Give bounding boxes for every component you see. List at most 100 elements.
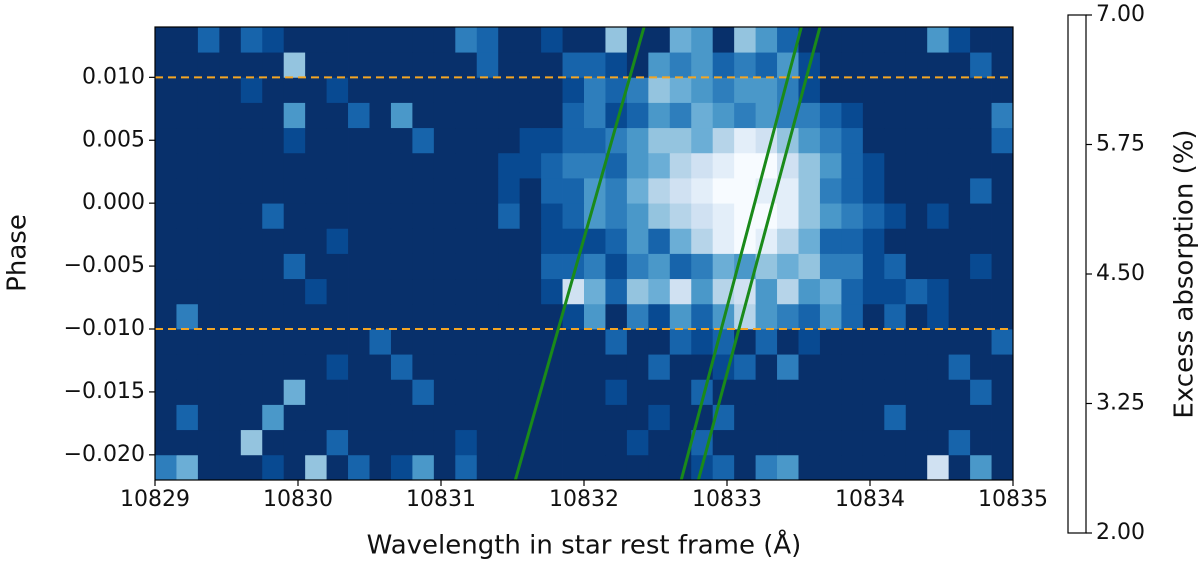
heatmap-cell [648, 404, 671, 431]
heatmap-cell [691, 102, 714, 129]
heatmap-cell [283, 379, 306, 405]
heatmap-cell [519, 379, 542, 405]
heatmap-cell [476, 429, 499, 456]
heatmap-cell [905, 253, 928, 280]
heatmap-cell [176, 228, 199, 254]
heatmap-cell [283, 27, 306, 53]
heatmap-cell [219, 253, 242, 280]
heatmap-cell [498, 178, 521, 204]
heatmap-cell [905, 203, 928, 229]
heatmap-cell [219, 228, 242, 254]
heatmap-cell [841, 253, 864, 280]
heatmap-cell [712, 228, 735, 254]
heatmap-cell [755, 404, 778, 431]
heatmap-cell [927, 404, 950, 431]
heatmap-cell [219, 278, 242, 305]
heatmap-cell [948, 102, 971, 129]
heatmap-cell [755, 454, 778, 480]
heatmap-cell [669, 228, 692, 254]
heatmap-cell [176, 454, 199, 480]
heatmap-cell [648, 329, 671, 355]
heatmap-cell [862, 404, 885, 431]
heatmap-cell [498, 379, 521, 405]
heatmap-cell [240, 27, 263, 53]
heatmap-cell [777, 329, 799, 355]
heatmap-cell [476, 228, 499, 254]
heatmap-cell [712, 203, 735, 229]
heatmap-cell [884, 152, 907, 179]
heatmap-cell [455, 27, 478, 53]
heatmap-cell [991, 102, 1013, 129]
heatmap-cell [155, 253, 177, 280]
heatmap-cell [240, 52, 263, 78]
heatmap-cell [455, 203, 478, 229]
heatmap-cell [991, 127, 1013, 154]
heatmap-cell [326, 52, 349, 78]
heatmap-cell [283, 454, 306, 480]
heatmap-cell [777, 454, 799, 480]
heatmap-cell [326, 203, 349, 229]
heatmap-cell [605, 27, 628, 53]
heatmap-cell [498, 303, 521, 330]
heatmap-cell [433, 127, 456, 154]
heatmap-cell [262, 77, 285, 103]
heatmap-cell [841, 228, 864, 254]
heatmap-cell [283, 127, 306, 154]
heatmap-cell [155, 178, 177, 204]
heatmap-cell [498, 102, 521, 129]
heatmap-cell [991, 152, 1013, 179]
heatmap-cell [305, 454, 327, 480]
heatmap-cell [541, 77, 563, 103]
heatmap-cell [584, 278, 606, 305]
heatmap-cell [412, 127, 435, 154]
heatmap-cell [712, 102, 735, 129]
heatmap-cell [648, 52, 671, 78]
heatmap-cell [498, 404, 521, 431]
heatmap-cell [412, 152, 435, 179]
model-line [679, 27, 803, 480]
heatmap-cell [626, 178, 649, 204]
heatmap-cell [562, 102, 585, 129]
heatmap-cell [541, 178, 563, 204]
heatmap-cell [519, 27, 542, 53]
heatmap-cell [798, 228, 821, 254]
heatmap-cell [197, 354, 220, 380]
heatmap-cell [691, 303, 714, 330]
heatmap-cell [712, 379, 735, 405]
heatmap-cell [819, 203, 842, 229]
heatmap-cell [669, 127, 692, 154]
heatmap-cell [326, 27, 349, 53]
heatmap-cell [841, 152, 864, 179]
heatmap-cell [541, 27, 563, 53]
heatmap-cell [927, 329, 950, 355]
model-line [696, 27, 822, 480]
heatmap-cell [240, 102, 263, 129]
heatmap-cell [240, 77, 263, 103]
heatmap-cell [541, 152, 563, 179]
heatmap-cell [841, 404, 864, 431]
heatmap-cell [240, 404, 263, 431]
heatmap-cell [476, 278, 499, 305]
heatmap-cell [648, 303, 671, 330]
heatmap-cell [712, 253, 735, 280]
heatmap-cell [498, 52, 521, 78]
heatmap-cell [605, 152, 628, 179]
heatmap-cell [626, 102, 649, 129]
heatmap-cell [262, 329, 285, 355]
heatmap-cell [240, 228, 263, 254]
heatmap-cell [970, 454, 992, 480]
heatmap-cell [176, 203, 199, 229]
heatmap-cell [862, 77, 885, 103]
heatmap-cell [905, 354, 928, 380]
heatmap-cell [841, 354, 864, 380]
heatmap-cell [412, 52, 435, 78]
heatmap-cell [927, 77, 950, 103]
heatmap-cell [262, 127, 285, 154]
heatmap-cell [819, 127, 842, 154]
heatmap-cell [712, 52, 735, 78]
heatmap-cell [197, 404, 220, 431]
colorbar-tick-label: 5.75 [1096, 132, 1145, 157]
heatmap-cell [176, 354, 199, 380]
heatmap-cell [948, 203, 971, 229]
